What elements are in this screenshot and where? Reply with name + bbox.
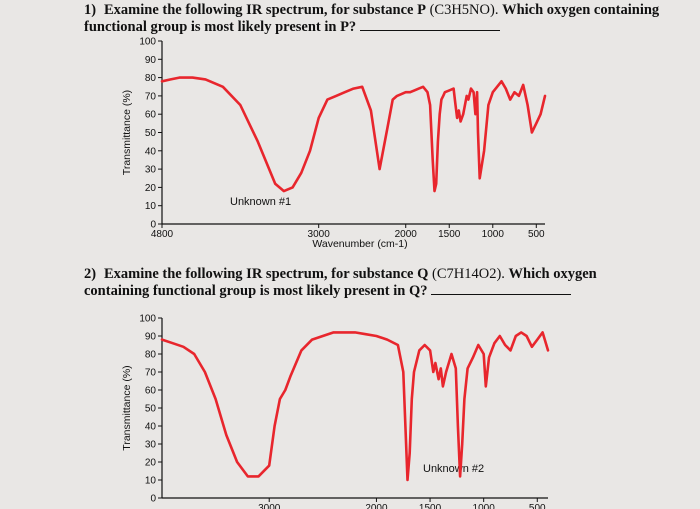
y-tick-label: 60 <box>145 110 157 121</box>
answer-blank[interactable] <box>359 18 500 31</box>
question-2: 2) Examine the following IR spectrum, for… <box>84 266 664 299</box>
y-tick-label: 0 <box>150 220 156 231</box>
molecular-formula: (C7H14O2). <box>432 266 505 282</box>
question-number: 2) <box>84 266 97 282</box>
y-tick-label: 0 <box>150 494 156 505</box>
y-tick-label: 40 <box>145 422 157 433</box>
x-tick-label: 500 <box>529 503 546 509</box>
y-tick-label: 90 <box>145 55 157 66</box>
x-tick-label: 2000 <box>395 229 418 240</box>
question-1: 1) Examine the following IR spectrum, for… <box>84 2 664 35</box>
y-tick-label: 30 <box>145 165 157 176</box>
x-tick-label: 3000 <box>308 229 331 240</box>
y-tick-label: 70 <box>145 91 157 102</box>
y-tick-label: 70 <box>145 368 157 379</box>
y-tick-label: 80 <box>145 350 157 361</box>
y-tick-label: 50 <box>145 128 157 139</box>
ir-spectrum-chart-1: 0 10 20 30 40 50 60 70 80 90 100 4800 3000 2000 1500 10… <box>121 37 547 250</box>
x-tick-label: 1000 <box>473 503 496 509</box>
y-axis-label: Transmittance (%) <box>121 365 133 450</box>
x-tick-label: 2000 <box>365 503 388 509</box>
spectrum-line <box>160 331 550 482</box>
question-number: 1) <box>84 2 97 18</box>
y-tick-label: 20 <box>145 458 157 469</box>
x-tick-label: 1500 <box>438 229 461 240</box>
y-tick-label: 40 <box>145 146 157 157</box>
x-axis-label: Wavenumber (cm-1) <box>312 238 407 250</box>
spectrum-line <box>160 76 547 193</box>
x-tick-label: 500 <box>528 229 545 240</box>
y-tick-label: 50 <box>145 404 157 415</box>
answer-blank[interactable] <box>431 282 572 295</box>
y-tick-label: 100 <box>139 314 156 325</box>
y-tick-label: 60 <box>145 386 157 397</box>
molecular-formula: (C3H5NO). <box>429 2 499 18</box>
y-tick-label: 100 <box>139 37 156 48</box>
y-tick-label: 90 <box>145 332 157 343</box>
unknown-label: Unknown #1 <box>230 196 291 208</box>
question-text-bold: Examine the following IR spectrum, for s… <box>104 266 429 282</box>
question-text-bold: Examine the following IR spectrum, for s… <box>104 2 426 18</box>
x-tick-label: 3000 <box>258 503 281 509</box>
y-tick-label: 10 <box>145 201 157 212</box>
y-tick-label: 20 <box>145 183 157 194</box>
question-text: Which oxygen containing functional group… <box>84 2 660 35</box>
y-tick-label: 10 <box>145 476 157 487</box>
unknown-label: Unknown #2 <box>423 463 484 475</box>
x-tick-label: 1500 <box>419 503 442 509</box>
x-tick-label: 4800 <box>151 229 174 240</box>
x-tick-label: 1000 <box>482 229 505 240</box>
question-text: Which oxygen containing functional group… <box>84 266 597 299</box>
y-axis-label: Transmittance (%) <box>121 90 133 175</box>
y-tick-label: 80 <box>145 73 157 84</box>
y-tick-label: 30 <box>145 440 157 451</box>
